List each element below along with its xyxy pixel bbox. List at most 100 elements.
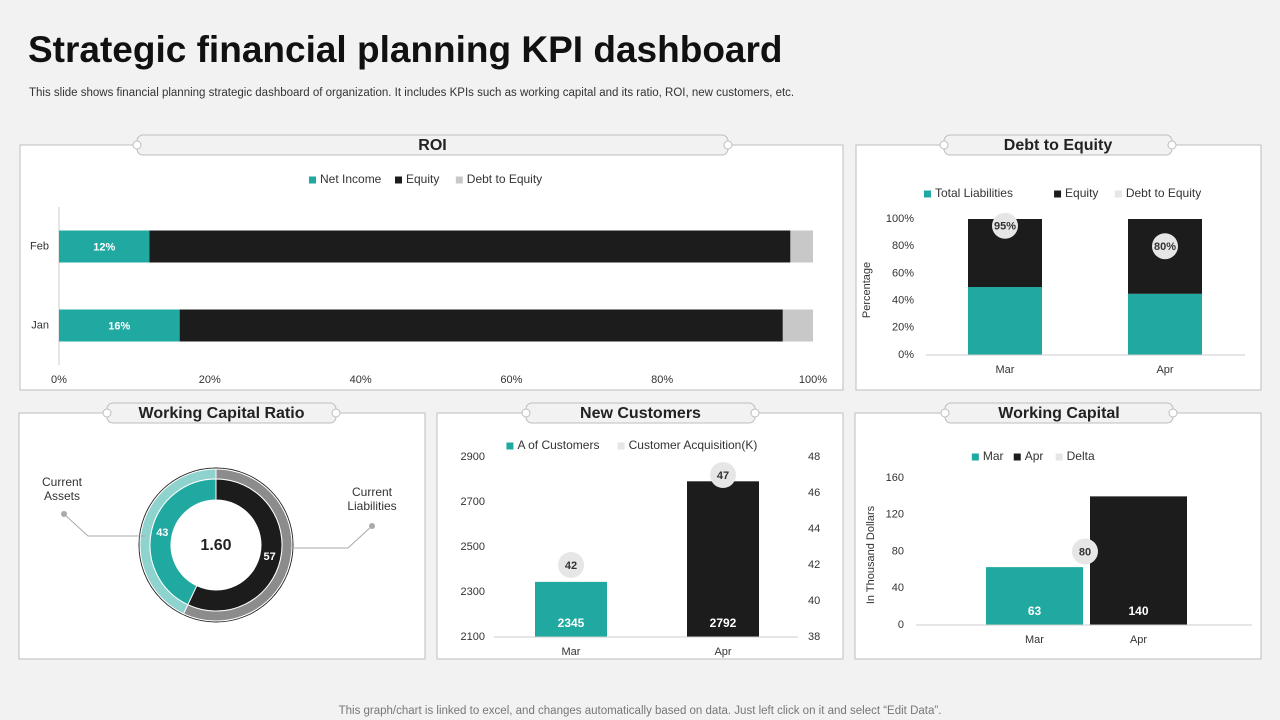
donut-slice bbox=[149, 478, 217, 606]
tab-knob bbox=[331, 408, 341, 418]
dot-label: 80% bbox=[1154, 241, 1176, 253]
panel bbox=[436, 412, 844, 660]
tab-knob bbox=[102, 408, 112, 418]
y-tick-label: Jan bbox=[31, 319, 49, 331]
y-tick-label: 120 bbox=[886, 509, 904, 521]
bar bbox=[968, 287, 1042, 355]
donut-hole bbox=[172, 501, 260, 589]
category-label: Current Assets bbox=[42, 475, 83, 503]
tab-knob bbox=[1167, 140, 1177, 150]
bar bbox=[1090, 496, 1187, 625]
legend-label: A of Customers bbox=[517, 438, 599, 452]
legend-swatch bbox=[1013, 453, 1021, 461]
bar-segment bbox=[59, 309, 180, 342]
bar bbox=[535, 581, 607, 637]
tab-knob bbox=[132, 140, 142, 150]
x-tick-label: Apr bbox=[1156, 364, 1173, 376]
data-label: 12% bbox=[93, 241, 115, 253]
tab-knob bbox=[1168, 408, 1178, 418]
data-label: 140 bbox=[1128, 604, 1148, 618]
legend-swatch bbox=[395, 176, 402, 184]
callout-dot bbox=[369, 523, 375, 529]
legend-swatch bbox=[506, 442, 514, 450]
legend-label: Mar bbox=[983, 449, 1004, 463]
category-label: Current Liabilities bbox=[347, 485, 396, 513]
dot-label: 47 bbox=[717, 470, 729, 482]
legend-label: Total Liabilities bbox=[935, 186, 1013, 200]
y-tick-label: 2300 bbox=[461, 586, 485, 598]
data-label: 16% bbox=[108, 320, 130, 332]
slice-label: 43 bbox=[156, 527, 168, 539]
legend-swatch bbox=[455, 176, 463, 184]
y-tick-label: 2700 bbox=[461, 496, 485, 508]
x-tick-label: 0% bbox=[51, 374, 67, 386]
tab-knob bbox=[521, 408, 531, 418]
slice-label: 57 bbox=[264, 551, 276, 563]
y-tick-label: 0 bbox=[898, 619, 904, 631]
x-tick-label: 20% bbox=[199, 374, 221, 386]
legend-label: Equity bbox=[1065, 186, 1098, 200]
panel bbox=[19, 144, 844, 391]
page-title: Strategic financial planning KPI dashboa… bbox=[28, 29, 783, 70]
dot-label: 42 bbox=[565, 560, 577, 572]
x-tick-label: 60% bbox=[500, 374, 522, 386]
y-tick-label: 2500 bbox=[461, 541, 485, 553]
data-dot bbox=[710, 462, 736, 488]
dot-label: 80 bbox=[1079, 546, 1091, 558]
y-tick-label: 60% bbox=[892, 267, 914, 279]
y2-tick-label: 38 bbox=[808, 631, 820, 643]
y2-tick-label: 40 bbox=[808, 595, 820, 607]
legend-label: Apr bbox=[1025, 449, 1044, 463]
tab-knob bbox=[939, 140, 949, 150]
bar-segment bbox=[179, 309, 783, 342]
bar-segment bbox=[782, 309, 813, 342]
legend-label: Equity bbox=[406, 172, 439, 186]
x-tick-label: 80% bbox=[651, 374, 673, 386]
x-tick-label: Mar bbox=[996, 364, 1015, 376]
bar-segment bbox=[59, 230, 150, 263]
panel-title: Debt to Equity bbox=[1004, 137, 1113, 154]
y2-tick-label: 44 bbox=[808, 523, 820, 535]
panel-title: Working Capital bbox=[998, 405, 1120, 422]
legend-swatch bbox=[923, 190, 931, 198]
legend-label: Customer Acquisition(K) bbox=[629, 438, 758, 452]
x-tick-label: Apr bbox=[714, 646, 731, 658]
tab-knob bbox=[940, 408, 950, 418]
legend-swatch bbox=[1114, 190, 1122, 198]
tab-knob bbox=[723, 140, 733, 150]
data-label: 63 bbox=[1028, 604, 1042, 618]
data-dot bbox=[1072, 538, 1098, 565]
y-tick-label: 160 bbox=[886, 472, 904, 484]
callout-line bbox=[290, 525, 373, 549]
donut-outline bbox=[138, 467, 294, 623]
legend-swatch bbox=[971, 453, 979, 461]
y-tick-label: 80% bbox=[892, 240, 914, 252]
y-tick-label: 0% bbox=[898, 349, 914, 361]
data-label: 2345 bbox=[558, 616, 585, 630]
data-dot bbox=[992, 212, 1018, 239]
legend-swatch bbox=[1054, 190, 1062, 198]
y2-tick-label: 46 bbox=[808, 487, 820, 499]
donut-slice bbox=[187, 478, 283, 612]
bar bbox=[687, 481, 759, 637]
y-tick-label: 20% bbox=[892, 322, 914, 334]
y-axis-label: Percentage bbox=[861, 262, 873, 318]
x-tick-label: Mar bbox=[1025, 634, 1044, 646]
panel-title: New Customers bbox=[580, 405, 701, 422]
y2-tick-label: 42 bbox=[808, 559, 820, 571]
x-tick-label: 40% bbox=[350, 374, 372, 386]
callout-dot bbox=[61, 511, 67, 517]
legend-label: Debt to Equity bbox=[467, 172, 542, 186]
callout-line bbox=[63, 513, 145, 537]
data-dot bbox=[558, 552, 584, 578]
x-tick-label: 100% bbox=[799, 374, 827, 386]
x-tick-label: Apr bbox=[1130, 634, 1147, 646]
data-label: 2792 bbox=[710, 616, 737, 630]
y2-tick-label: 48 bbox=[808, 451, 820, 463]
footer-note: This graph/chart is linked to excel, and… bbox=[339, 705, 942, 717]
bar bbox=[986, 567, 1083, 625]
legend-swatch bbox=[309, 176, 316, 184]
legend-swatch bbox=[1055, 453, 1063, 461]
panel-title: Working Capital Ratio bbox=[139, 405, 305, 422]
